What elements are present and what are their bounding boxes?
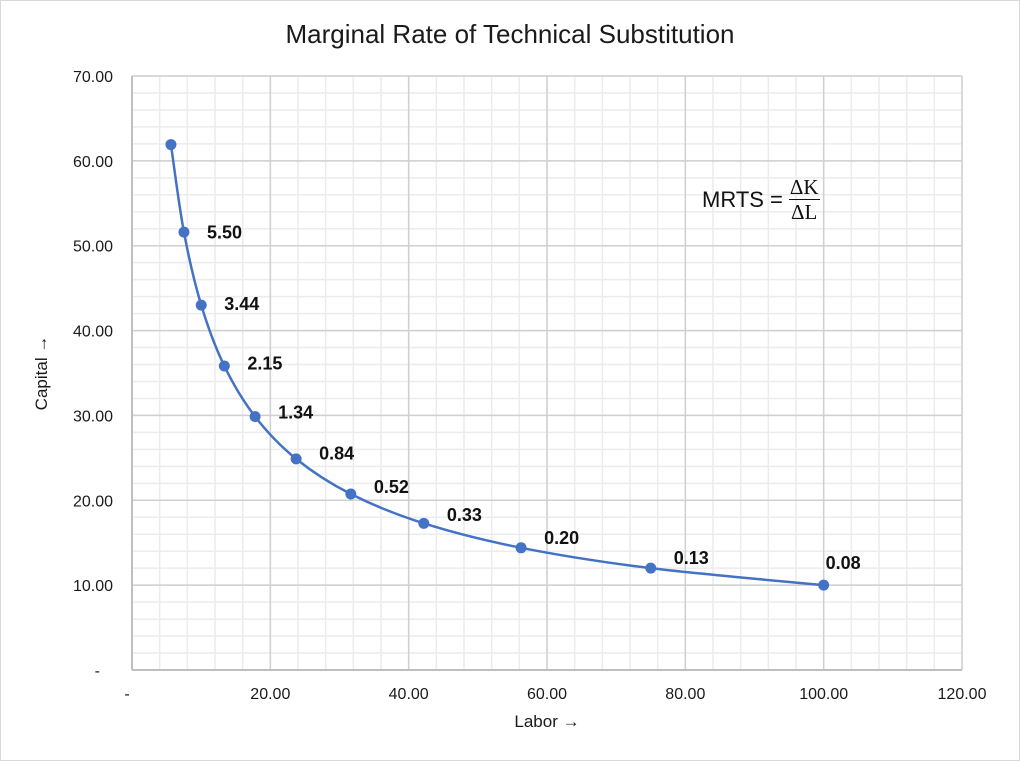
data-label: 2.15 [247,353,282,373]
y-tick-label: 50.00 [73,239,113,256]
formula-fraction: ΔK ΔL [788,175,820,224]
data-point [645,562,657,574]
x-tick-label: 120.00 [938,686,987,703]
x-tick-label: 60.00 [527,686,567,703]
y-tick-label: 40.00 [73,324,113,341]
y-tick-label: - [95,663,100,680]
data-point [195,299,207,311]
data-label: 1.34 [278,403,313,423]
series-layer [165,139,830,591]
data-point [515,542,527,554]
data-point [345,488,357,500]
data-label: 0.52 [374,477,409,497]
data-label: 0.33 [447,505,482,525]
y-tick-label: 20.00 [73,493,113,510]
data-point [218,360,230,372]
tick-labels: - 20.00 40.00 60.00 80.00 100.00 120.00 - 10.00 2… [73,69,987,703]
y-tick-label: 60.00 [73,154,113,171]
y-tick-label: 70.00 [73,69,113,86]
formula-denominator: ΔL [791,200,818,224]
data-labels: 5.50 3.44 2.15 1.34 0.84 0.52 0.33 0.20 0.13 0.08 [207,223,861,574]
x-tick-label: - [124,686,129,703]
y-axis-label: Capital → [32,336,51,411]
y-tick-label: 10.00 [73,578,113,595]
y-tick-label: 30.00 [73,408,113,425]
formula-numerator: ΔK [788,175,820,200]
x-tick-label: 20.00 [250,686,290,703]
axes [131,76,962,671]
data-point [818,579,830,591]
data-label: 3.44 [224,294,259,314]
formula-lhs: MRTS = [702,186,783,212]
mrts-formula: MRTS = ΔK ΔL [702,175,820,224]
data-point [178,226,190,238]
x-axis-label: Labor → [514,712,579,731]
x-tick-label: 80.00 [665,686,705,703]
data-point [418,517,430,529]
data-point [165,139,177,151]
data-label: 0.08 [826,553,861,573]
series-line [169,144,824,587]
data-point [290,453,302,465]
data-label: 0.13 [674,548,709,568]
data-label: 0.84 [319,443,354,463]
data-label: 0.20 [544,528,579,548]
chart-title: Marginal Rate of Technical Substitution [286,19,735,49]
x-tick-label: 100.00 [799,686,848,703]
data-label: 5.50 [207,223,242,243]
x-tick-label: 40.00 [389,686,429,703]
data-point [249,411,261,423]
